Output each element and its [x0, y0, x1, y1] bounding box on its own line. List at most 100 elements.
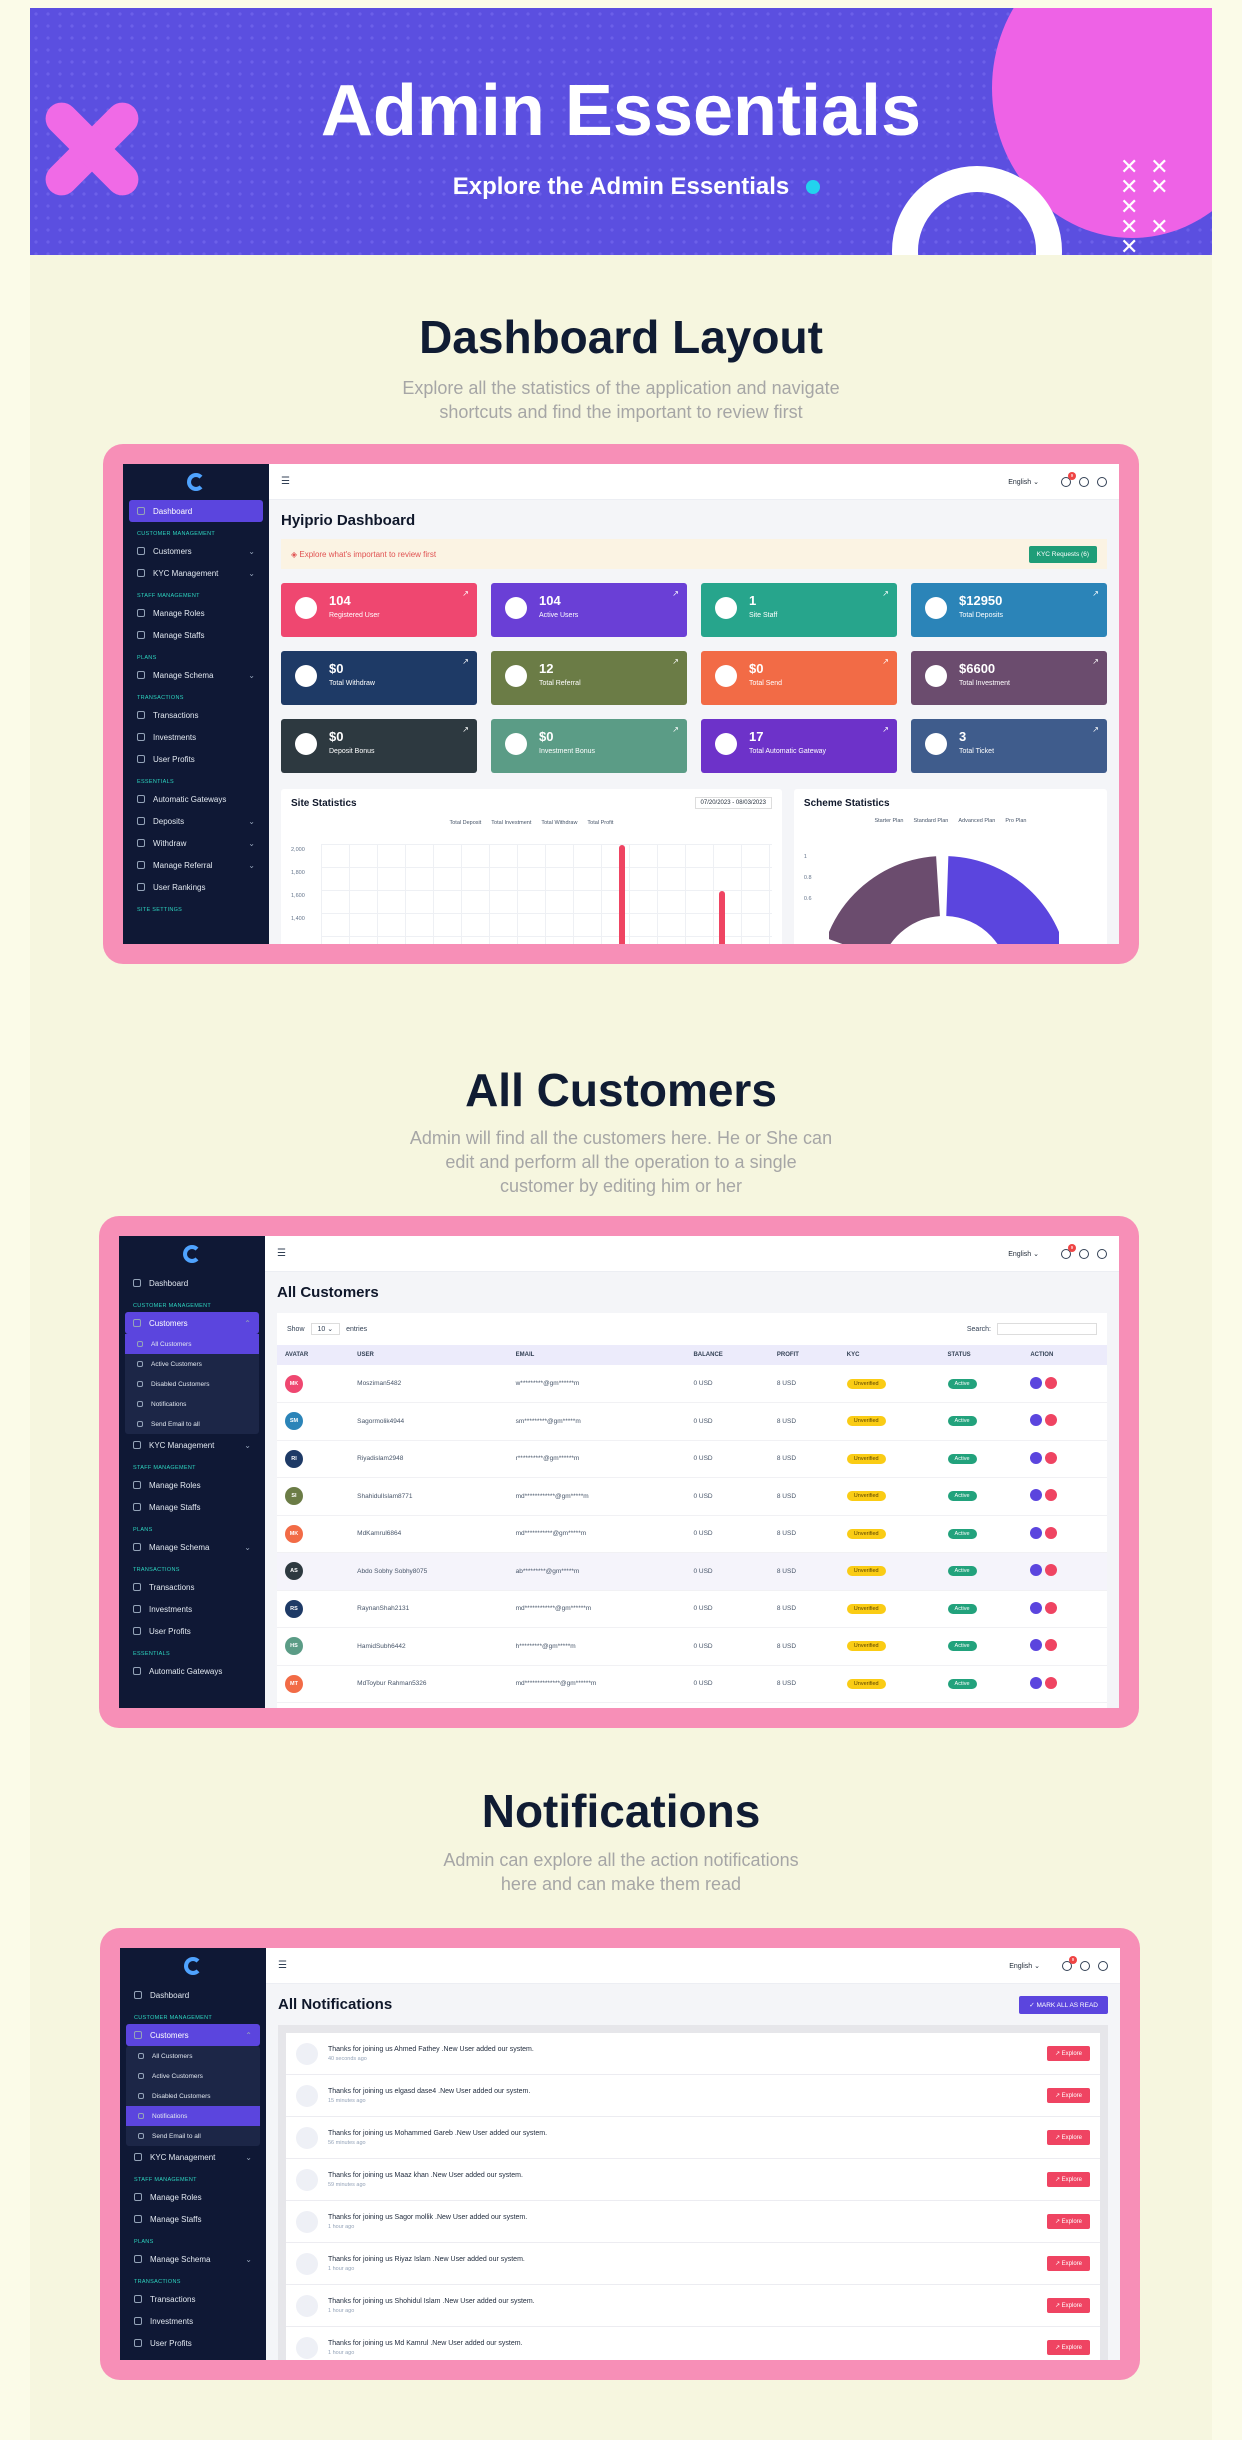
sidebar-item-transactions[interactable]: Transactions [120, 2288, 266, 2310]
column-header[interactable]: EMAIL [507, 1345, 686, 1365]
explore-button[interactable]: ↗ Explore [1046, 2214, 1090, 2229]
sidebar-item-profits[interactable]: User Profits [119, 1620, 265, 1642]
explore-button[interactable]: ↗ Explore [1046, 2088, 1090, 2103]
submenu-notifications[interactable]: Notifications [126, 2106, 260, 2126]
sidebar-item-roles[interactable]: Manage Roles [120, 2186, 266, 2208]
sidebar-item-kyc[interactable]: KYC Management ⌄ [120, 2146, 266, 2168]
mail-icon[interactable] [1045, 1376, 1058, 1389]
globe-icon[interactable] [1080, 1960, 1090, 1971]
sidebar-item-schema[interactable]: Manage Schema ⌄ [120, 2248, 266, 2270]
mail-icon[interactable] [1045, 1601, 1058, 1614]
stat-card[interactable]: ↗ 104 Active Users [491, 583, 687, 637]
external-link-icon[interactable]: ↗ [672, 589, 679, 598]
sidebar-item-customers[interactable]: Customers ⌃ [125, 1312, 259, 1334]
notification-item[interactable]: Thanks for joining us Riyaz Islam .New U… [286, 2243, 1100, 2285]
date-range[interactable]: 07/20/2023 - 08/03/2023 [694, 797, 772, 809]
sidebar-item-investments[interactable]: Investments [119, 1598, 265, 1620]
sidebar-item-profits[interactable]: User Profits [120, 2332, 266, 2354]
stat-card[interactable]: ↗ 12 Total Referral [491, 651, 687, 705]
sidebar-item-deposits[interactable]: Deposits ⌄ [123, 810, 269, 832]
sidebar-item-referral[interactable]: Manage Referral ⌄ [123, 854, 269, 876]
sidebar-item-transactions[interactable]: Transactions [119, 1576, 265, 1598]
sidebar-item-investments[interactable]: Investments [120, 2310, 266, 2332]
submenu-active-customers[interactable]: Active Customers [125, 1354, 259, 1374]
column-header[interactable]: STATUS [939, 1345, 1023, 1365]
edit-icon[interactable] [1030, 1414, 1043, 1427]
submenu-active-customers[interactable]: Active Customers [126, 2066, 260, 2086]
external-link-icon[interactable]: ↗ [462, 589, 469, 598]
submenu-disabled-customers[interactable]: Disabled Customers [125, 1374, 259, 1394]
stat-card[interactable]: ↗ $0 Total Withdraw [281, 651, 477, 705]
notification-item[interactable]: Thanks for joining us Maaz khan .New Use… [286, 2159, 1100, 2201]
submenu-all-customers[interactable]: All Customers [126, 2046, 260, 2066]
stat-card[interactable]: ↗ $0 Deposit Bonus [281, 719, 477, 773]
explore-button[interactable]: ↗ Explore [1046, 2172, 1090, 2187]
table-row[interactable]: RS RaynanShah2131 md************@gm******m… [277, 1590, 1107, 1628]
menu-icon[interactable]: ☰ [277, 1248, 286, 1259]
sidebar-item-staffs[interactable]: Manage Staffs [123, 624, 269, 646]
stat-card[interactable]: ↗ 104 Registered User [281, 583, 477, 637]
sidebar-item-rankings[interactable]: User Rankings [123, 876, 269, 898]
sidebar-item-dashboard[interactable]: Dashboard [129, 500, 263, 522]
mail-icon[interactable] [1045, 1564, 1058, 1577]
sidebar-item-staffs[interactable]: Manage Staffs [119, 1496, 265, 1518]
submenu-all-customers[interactable]: All Customers [125, 1334, 259, 1354]
globe-icon[interactable] [1079, 1248, 1089, 1259]
search-input[interactable] [997, 1323, 1097, 1335]
submenu-disabled-customers[interactable]: Disabled Customers [126, 2086, 260, 2106]
submenu-notifications[interactable]: Notifications [125, 1394, 259, 1414]
mail-icon[interactable] [1045, 1526, 1058, 1539]
menu-icon[interactable]: ☰ [278, 1960, 287, 1971]
column-header[interactable]: ACTION [1022, 1345, 1107, 1365]
stat-card[interactable]: ↗ $0 Total Send [701, 651, 897, 705]
sidebar-item-profits[interactable]: User Profits [123, 748, 269, 770]
edit-icon[interactable] [1030, 1639, 1043, 1652]
column-header[interactable]: AVATAR [277, 1345, 350, 1365]
submenu-send-email[interactable]: Send Email to all [125, 1414, 259, 1434]
table-row[interactable]: HS HamidSubh6442 h*********@gm*****m 0 USD 8… [277, 1627, 1107, 1666]
sidebar-item-kyc[interactable]: KYC Management ⌄ [119, 1434, 265, 1456]
bell-icon[interactable]: 9 [1062, 1955, 1077, 1971]
column-header[interactable]: PROFIT [768, 1345, 839, 1365]
edit-icon[interactable] [1030, 1564, 1043, 1577]
user-icon[interactable] [1098, 1960, 1108, 1971]
mail-icon[interactable] [1045, 1676, 1058, 1689]
mail-icon[interactable] [1045, 1451, 1058, 1464]
sidebar-item-customers[interactable]: Customers ⌃ [126, 2024, 260, 2046]
explore-button[interactable]: ↗ Explore [1046, 2256, 1090, 2271]
table-row[interactable]: AS Abdo Sobhy Sobhy8075 ab*********@gm****… [277, 1552, 1107, 1591]
language-select[interactable]: English ⌄ [1009, 1962, 1040, 1970]
sidebar-item-transactions[interactable]: Transactions [123, 704, 269, 726]
bell-icon[interactable]: 9 [1061, 1243, 1076, 1259]
submenu-send-email[interactable]: Send Email to all [126, 2126, 260, 2146]
explore-button[interactable]: ↗ Explore [1046, 2298, 1090, 2313]
external-link-icon[interactable]: ↗ [882, 725, 889, 734]
language-select[interactable]: English ⌄ [1008, 478, 1039, 486]
external-link-icon[interactable]: ↗ [882, 589, 889, 598]
stat-card[interactable]: ↗ $6600 Total Investment [911, 651, 1107, 705]
edit-icon[interactable] [1030, 1676, 1043, 1689]
stat-card[interactable]: ↗ $12950 Total Deposits [911, 583, 1107, 637]
stat-card[interactable]: ↗ 17 Total Automatic Gateway [701, 719, 897, 773]
table-row[interactable]: SM Sagormolik4944 sm*********@gm*****m 0 US… [277, 1402, 1107, 1441]
sidebar-item-staffs[interactable]: Manage Staffs [120, 2208, 266, 2230]
column-header[interactable]: USER [349, 1345, 508, 1365]
sidebar-item-kyc[interactable]: KYC Management ⌄ [123, 562, 269, 584]
kyc-requests-button[interactable]: KYC Requests (6) [1028, 545, 1097, 563]
mark-all-read-button[interactable]: ✓ MARK ALL AS READ [1019, 1996, 1108, 2014]
sidebar-item-roles[interactable]: Manage Roles [123, 602, 269, 624]
user-icon[interactable] [1097, 1248, 1107, 1259]
external-link-icon[interactable]: ↗ [672, 657, 679, 666]
menu-icon[interactable]: ☰ [281, 476, 290, 487]
sidebar-item-dashboard[interactable]: Dashboard [119, 1272, 265, 1294]
column-header[interactable]: KYC [838, 1345, 940, 1365]
edit-icon[interactable] [1030, 1451, 1043, 1464]
notification-item[interactable]: Thanks for joining us Sagor mollik .New … [286, 2201, 1100, 2243]
external-link-icon[interactable]: ↗ [882, 657, 889, 666]
edit-icon[interactable] [1030, 1489, 1043, 1502]
external-link-icon[interactable]: ↗ [1092, 657, 1099, 666]
external-link-icon[interactable]: ↗ [462, 657, 469, 666]
stat-card[interactable]: ↗ 3 Total Ticket [911, 719, 1107, 773]
stat-card[interactable]: ↗ 1 Site Staff [701, 583, 897, 637]
bell-icon[interactable]: 9 [1061, 471, 1076, 487]
